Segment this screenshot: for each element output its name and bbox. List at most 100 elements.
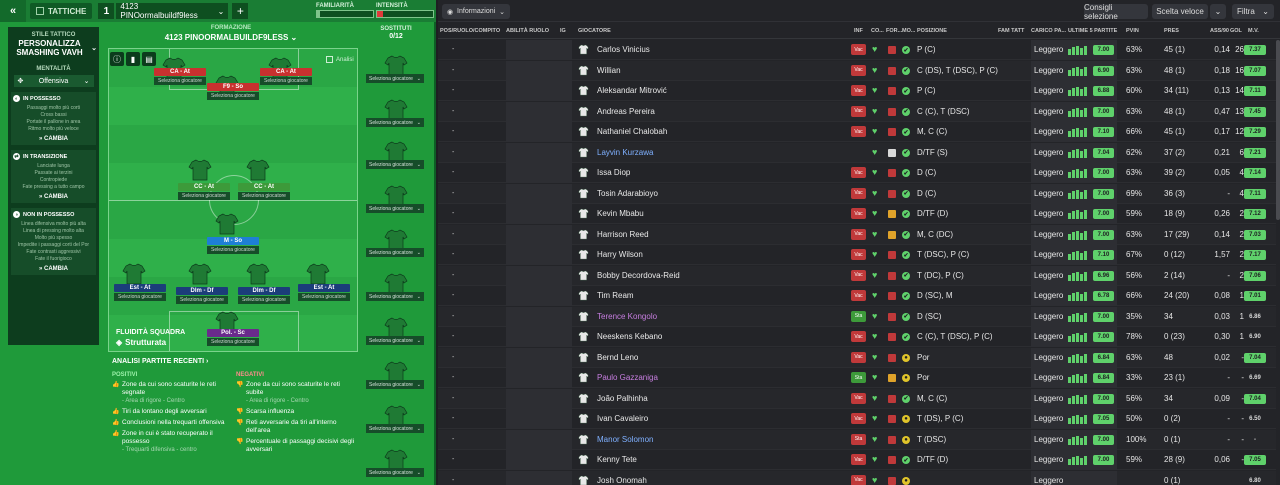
player-name[interactable]: Kenny Tete <box>597 455 637 464</box>
squad-row[interactable]: - Bobby Decordova-Reid Vac ♥ ✔ T (DC), P (C) L… <box>438 265 1276 286</box>
filter-button[interactable]: Filtra ⌄ <box>1232 4 1274 19</box>
position-role-cell[interactable]: - <box>452 128 455 135</box>
player-name[interactable]: Kevin Mbabu <box>597 209 644 218</box>
select-player-slot[interactable]: Seleziona giocatore <box>176 296 228 304</box>
squad-row[interactable]: - Aleksandar Mitrović Vac ♥ ✔ P (C) Leggero 6.8… <box>438 81 1276 101</box>
phase-change-button[interactable]: » CAMBIA <box>38 194 68 200</box>
player-name[interactable]: Bernd Leno <box>597 352 639 362</box>
position-role-cell[interactable]: - <box>452 107 455 115</box>
select-substitute[interactable]: Seleziona giocatore ⌄ <box>366 204 424 213</box>
quick-pick-dropdown[interactable]: ⌄ <box>1210 4 1226 19</box>
column-header[interactable]: ASS/90 <box>1210 28 1229 34</box>
player-name[interactable]: Carlos Vinicius <box>597 45 650 54</box>
select-substitute[interactable]: Seleziona giocatore ⌄ <box>366 118 424 127</box>
column-header[interactable]: PRES <box>1164 28 1179 34</box>
player-name[interactable]: Layvin Kurzawa <box>597 147 654 157</box>
mentality-select[interactable]: ✥ Offensiva ⌄ <box>13 75 94 87</box>
info-icon[interactable]: ⓘ <box>110 52 124 66</box>
squad-row[interactable]: - João Palhinha Vac ♥ ✔ M, C (C) Leggero 7.00 56… <box>438 388 1276 409</box>
position-role-cell[interactable]: - <box>452 394 455 402</box>
squad-row[interactable]: - Willian Vac ♥ ✔ C (DS), T (DSC), P (C) Legge… <box>438 60 1276 81</box>
position-role-cell[interactable]: - <box>452 476 455 484</box>
column-header[interactable]: POSIZIONE <box>917 28 947 34</box>
column-header[interactable]: POS/RUOLO/COMPITO <box>440 28 501 34</box>
position-role-cell[interactable]: - <box>452 251 455 258</box>
pitch-position-ca[interactable]: CA - At <box>154 68 206 76</box>
position-role-cell[interactable]: - <box>452 292 455 299</box>
select-player-slot[interactable]: Seleziona giocatore <box>260 77 312 85</box>
pitch-position-dlm[interactable]: Dlm - Df <box>176 287 228 295</box>
tactical-style-select[interactable]: PERSONALIZZA SMASHING VAVH ⌄ <box>8 39 99 57</box>
formation-select[interactable]: 4123 PINOORMALBUILDF9LESS ⌄ <box>104 33 358 42</box>
squad-row[interactable]: - Harry Wilson Vac ♥ ✔ T (DSC), P (C) Leggero 7… <box>438 245 1276 265</box>
select-substitute[interactable]: Seleziona giocatore ⌄ <box>366 248 424 257</box>
position-role-cell[interactable]: - <box>452 415 455 422</box>
select-player-slot[interactable]: Seleziona giocatore <box>114 293 166 301</box>
column-header[interactable]: FOR... <box>886 28 903 34</box>
player-name[interactable]: Aleksandar Mitrović <box>597 86 667 95</box>
position-role-cell[interactable]: - <box>452 210 455 217</box>
player-name[interactable]: Paulo Gazzaniga <box>597 373 658 382</box>
column-header[interactable]: ABILITÀ RUOLO <box>506 28 550 34</box>
player-name[interactable]: Bobby Decordova-Reid <box>597 270 680 280</box>
squad-row[interactable]: - Terence Kongolo Sta ♥ ✔ D (SC) Leggero 7.00 35… <box>438 306 1276 327</box>
back-button[interactable]: « <box>0 0 26 22</box>
phase-change-button[interactable]: » CAMBIA <box>38 136 68 142</box>
position-role-cell[interactable]: - <box>452 435 455 443</box>
position-role-cell[interactable]: - <box>452 87 455 94</box>
view-select[interactable]: ◉ Informazioni ⌄ <box>442 4 510 19</box>
squad-row[interactable]: - Harrison Reed Vac ♥ ✔ M, C (DC) Leggero 7.00 6… <box>438 224 1276 245</box>
tactic-slot-number[interactable]: 1 <box>98 3 115 19</box>
scrollbar[interactable] <box>1276 40 1280 220</box>
squad-row[interactable]: - Issa Diop Vac ♥ ✔ D (C) Leggero 7.00 63% 39 (2)… <box>438 163 1276 183</box>
player-name[interactable]: Harrison Reed <box>597 229 649 239</box>
column-header[interactable]: PVIN <box>1126 28 1139 34</box>
squad-row[interactable]: - Andreas Pereira Vac ♥ ✔ C (C), T (DSC) Legge… <box>438 101 1276 122</box>
column-header[interactable]: GOL <box>1230 28 1242 34</box>
squad-row[interactable]: - Paulo Gazzaniga Sta ♥ ● Por Leggero 6.84 33% 23… <box>438 368 1276 388</box>
player-name[interactable]: Harry Wilson <box>597 250 643 259</box>
squad-row[interactable]: - Josh Onomah Vac ♥ ● Leggero 0 (1) 6.80 <box>438 470 1276 485</box>
pitch-position-est[interactable]: Est - At <box>298 284 350 292</box>
select-player-slot[interactable]: Seleziona giocatore <box>178 192 230 200</box>
intensity-meter[interactable]: INTENSITÀ <box>376 3 434 18</box>
player-name[interactable]: Josh Onomah <box>597 475 647 485</box>
column-header[interactable]: CARICO PA... <box>1031 28 1067 34</box>
select-substitute[interactable]: Seleziona giocatore ⌄ <box>366 424 424 433</box>
player-name[interactable]: João Palhinha <box>597 393 648 403</box>
position-role-cell[interactable]: - <box>452 271 455 279</box>
select-substitute[interactable]: Seleziona giocatore ⌄ <box>366 336 424 345</box>
squad-row[interactable]: - Nathaniel Chalobah Vac ♥ ✔ M, C (C) Leggero 7… <box>438 122 1276 142</box>
familiarity-meter[interactable]: FAMILIARITÀ <box>316 3 374 18</box>
tactic-name-select[interactable]: 4123 PINOormalbuildf9less ⌄ <box>116 2 229 20</box>
player-name[interactable]: Nathaniel Chalobah <box>597 127 668 136</box>
position-role-cell[interactable]: - <box>452 312 455 320</box>
select-substitute[interactable]: Seleziona giocatore ⌄ <box>366 292 424 301</box>
position-role-cell[interactable]: - <box>452 189 455 197</box>
position-role-cell[interactable]: - <box>452 333 455 340</box>
position-role-cell[interactable]: - <box>452 353 455 361</box>
pitch-position-f9[interactable]: F9 - So <box>207 83 259 91</box>
pitch-position-cc[interactable]: CC - At <box>238 183 290 191</box>
position-role-cell[interactable]: - <box>452 148 455 156</box>
recent-analysis-title[interactable]: ANALISI PARTITE RECENTI › <box>112 358 362 365</box>
player-name[interactable]: Andreas Pereira <box>597 106 655 116</box>
position-role-cell[interactable]: - <box>452 169 455 176</box>
player-name[interactable]: Willian <box>597 65 621 75</box>
position-role-cell[interactable]: - <box>452 230 455 238</box>
select-substitute[interactable]: Seleziona giocatore ⌄ <box>366 74 424 83</box>
player-name[interactable]: Issa Diop <box>597 168 631 177</box>
select-player-slot[interactable]: Seleziona giocatore <box>238 296 290 304</box>
column-header[interactable]: IG <box>560 28 566 34</box>
position-role-cell[interactable]: - <box>452 66 455 74</box>
squad-row[interactable]: - Kevin Mbabu Vac ♥ ✔ D/TF (D) Leggero 7.00 59% 1… <box>438 204 1276 224</box>
select-substitute[interactable]: Seleziona giocatore ⌄ <box>366 380 424 389</box>
squad-row[interactable]: - Tim Ream Vac ♥ ✔ D (SC), M Leggero 6.78 66% 24 … <box>438 286 1276 306</box>
pitch-position-pol[interactable]: Pol. - Sc <box>207 329 259 337</box>
select-player-slot[interactable]: Seleziona giocatore <box>207 338 259 346</box>
bar-chart-icon[interactable]: ▮ <box>126 52 140 66</box>
select-player-slot[interactable]: Seleziona giocatore <box>207 246 259 254</box>
select-player-slot[interactable]: Seleziona giocatore <box>207 92 259 100</box>
add-tactic-button[interactable]: + <box>232 3 249 19</box>
column-header[interactable]: CO... <box>871 28 884 34</box>
